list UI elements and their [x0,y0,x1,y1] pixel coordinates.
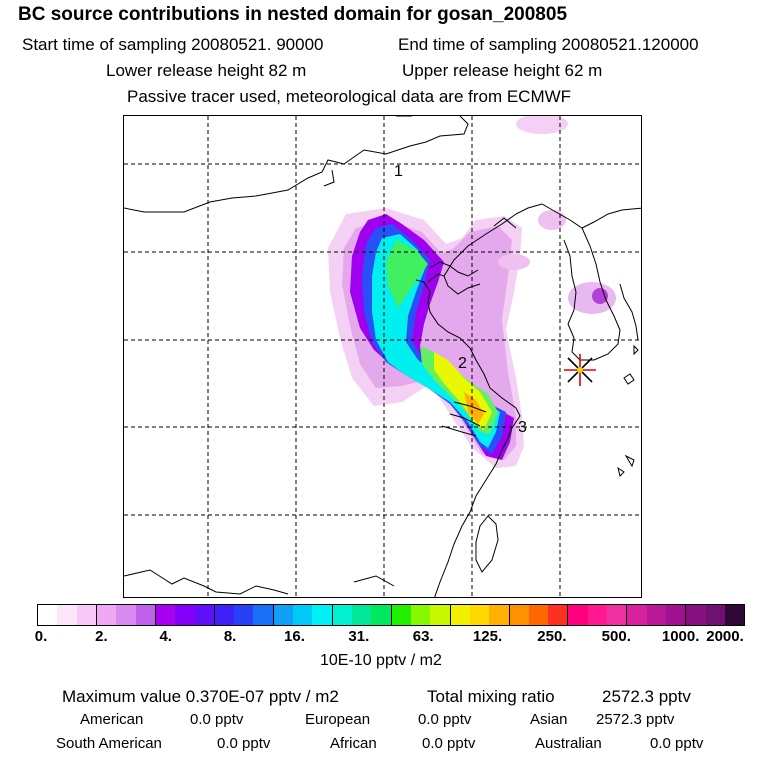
colorbar-tick-label: 500. [601,628,631,645]
colorbar-swatch [587,605,608,625]
colorbar-swatch [175,605,195,625]
chart-title: BC source contributions in nested domain… [18,4,568,25]
colorbar [37,604,745,626]
colorbar-swatch [567,605,588,625]
colorbar-swatch [57,605,77,625]
colorbar-swatch [352,605,372,625]
colorbar-swatch [449,605,470,625]
coastlines [124,116,641,597]
colorbar-swatch [331,605,352,625]
colorbar-tick-label: 2. [95,628,108,645]
end-time-label: End time of sampling 20080521.120000 [398,35,699,54]
colorbar-swatch [312,605,332,625]
colorbar-swatch [705,605,725,625]
lat-lon-grid [124,116,641,597]
colorbar-swatch [234,605,254,625]
colorbar-tick-label: 31. [348,628,370,645]
colorbar-swatch [272,605,294,625]
upper-height-label: Upper release height 62 m [402,61,603,80]
receptor-star-marker [564,354,596,386]
region-value-south-american: 0.0 pptv [217,735,271,752]
tracer-note: Passive tracer used, meteorological data… [127,87,572,106]
region-value-african: 0.0 pptv [422,735,476,752]
region-name-european: European [305,711,371,728]
region-name-american: American [80,711,144,728]
colorbar-swatch [430,605,450,625]
region-value-australian: 0.0 pptv [650,735,704,752]
colorbar-swatch [253,605,273,625]
colorbar-tick-label: 0. [34,628,48,645]
colorbar-swatch [154,605,176,625]
colorbar-tick-label: 16. [284,628,305,645]
map-canvas: 1 2 3 [124,116,641,597]
colorbar-swatch [528,605,549,625]
colorbar-tick-label: 4. [159,628,172,645]
colorbar-swatch [626,605,647,625]
colorbar-tick-label: 1000. [661,628,700,645]
max-value-label: Maximum value 0.370E-07 pptv / m2 [62,687,339,706]
colorbar-swatch [116,605,136,625]
region-label-3: 1 [394,163,403,180]
colorbar-swatch [390,605,411,625]
region-name-south-american: South American [56,735,162,752]
region-value-american: 0.0 pptv [190,711,244,728]
colorbar-swatch [607,605,627,625]
colorbar-swatch [508,605,529,625]
colorbar-units: 10E-10 pptv / m2 [320,652,442,669]
colorbar-swatch [194,605,214,625]
colorbar-swatch [76,605,96,625]
colorbar-swatch [548,605,568,625]
region-name-australian: Australian [535,735,602,752]
colorbar-swatch [410,605,431,625]
colorbar-swatch [371,605,391,625]
colorbar-swatch [38,605,58,625]
region-label-1: 3 [518,419,527,436]
total-mixing-label: Total mixing ratio [427,687,555,706]
colorbar-swatch [213,605,235,625]
colorbar-swatch [469,605,490,625]
colorbar-swatch [646,605,666,625]
colorbar-tick-label: 2000. [706,628,744,645]
start-time-label: Start time of sampling 20080521. 90000 [22,35,324,54]
colorbar-swatch [666,605,686,625]
colorbar-tick-label: 250. [537,628,567,645]
colorbar-swatch [135,605,155,625]
plume-north-patch [516,116,568,134]
total-mixing-value: 2572.3 pptv [602,687,691,706]
map-panel: 1 2 3 [123,115,642,598]
colorbar-swatch [95,605,117,625]
region-name-asian: Asian [530,711,568,728]
region-value-european: 0.0 pptv [418,711,472,728]
region-value-asian: 2572.3 pptv [596,711,675,728]
region-name-african: African [330,735,377,752]
colorbar-swatch [685,605,706,625]
colorbar-swatch [724,605,745,625]
plume-green-patch [386,240,428,308]
lower-height-label: Lower release height 82 m [106,61,307,80]
colorbar-tick-label: 63. [412,628,434,645]
colorbar-swatch [489,605,509,625]
region-label-2: 2 [458,355,467,372]
colorbar-tick-label: 8. [223,628,237,645]
colorbar-swatch [293,605,313,625]
colorbar-tick-label: 125. [472,628,503,645]
